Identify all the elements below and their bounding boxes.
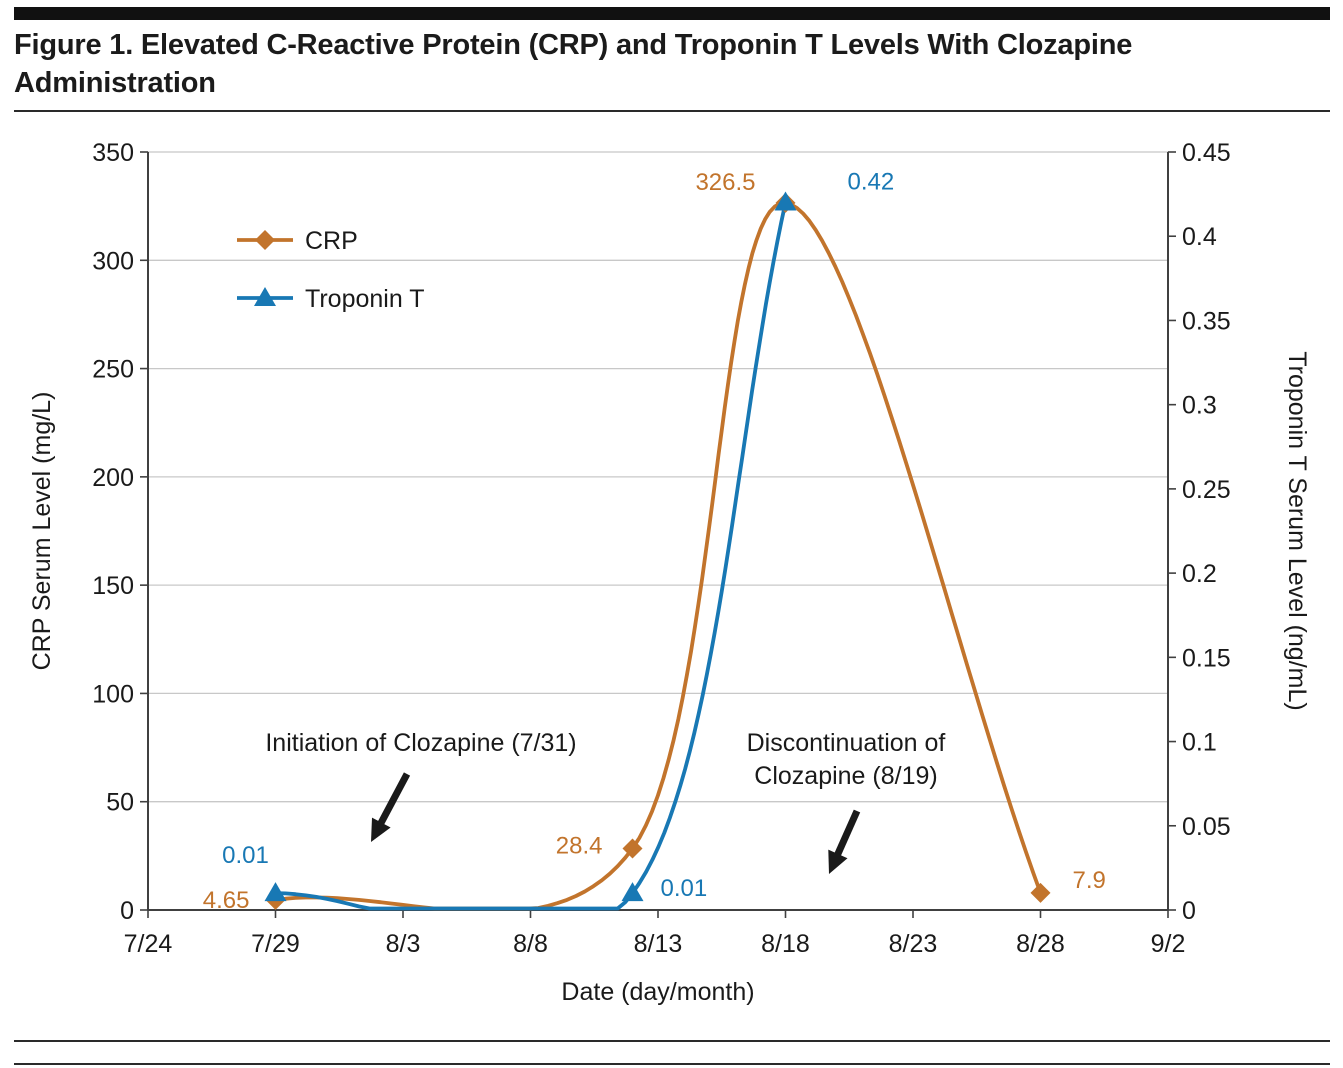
figure-title: Figure 1. Elevated C-Reactive Protein (C… [14, 29, 1133, 100]
legend-label: Troponin T [305, 285, 425, 313]
crp-marker [1030, 882, 1051, 903]
y-right-tick-label: 0.4 [1182, 223, 1217, 251]
y-left-tick-label: 0 [120, 897, 134, 925]
troponin-t-data-label: 0.01 [661, 875, 708, 902]
crp-troponin-chart: 0 50 100 150 200 250 300 350 0 0.05 0.1 0.15 0.2 0.25… [28, 139, 1311, 1006]
troponin-t-marker [264, 882, 287, 902]
x-tick-label: 7/29 [251, 930, 300, 958]
crp-data-label: 7.9 [1073, 867, 1106, 894]
y-left-tick-label: 250 [92, 356, 134, 384]
annotation-text: Clozapine (8/19) [754, 762, 937, 790]
y-right-tick-label: 0.3 [1182, 392, 1217, 420]
y-right-axis-title: Troponin T Serum Level (ng/mL) [1283, 351, 1311, 710]
annotation-text: Initiation of Clozapine (7/31) [265, 729, 576, 757]
y-left-tick-label: 300 [92, 247, 134, 275]
bottom-rule [14, 1040, 1330, 1042]
y-right-tick-label: 0 [1182, 897, 1196, 925]
annotation-arrowhead-icon [828, 849, 848, 874]
y-left-axis-title: CRP Serum Level (mg/L) [28, 392, 56, 671]
x-tick-label: 8/28 [1016, 930, 1065, 958]
troponin-t-data-label: 0.01 [222, 842, 269, 869]
legend-label: CRP [305, 227, 358, 255]
y-left-tick-label: 200 [92, 464, 134, 492]
crp-data-label: 4.65 [203, 887, 250, 914]
x-tick-label: 8/8 [513, 930, 548, 958]
troponin-t-legend-marker [254, 287, 276, 306]
crp-data-label: 28.4 [556, 833, 603, 860]
annotation-arrowhead-icon [371, 817, 391, 842]
legend-entry-crp: CRP [237, 227, 358, 255]
title-rule [14, 110, 1330, 112]
x-tick-label: 8/13 [634, 930, 683, 958]
troponin-t-marker [774, 191, 797, 211]
crp-legend-marker [255, 230, 275, 250]
legend-entry-troponin-t: Troponin T [237, 285, 425, 313]
y-right-tick-label: 0.2 [1182, 560, 1217, 588]
y-left-tick-label: 350 [92, 139, 134, 167]
top-rule-bar [14, 7, 1330, 20]
y-left-tick-label: 50 [106, 789, 134, 817]
x-tick-label: 8/23 [889, 930, 938, 958]
annotation-text: Discontinuation of [747, 729, 946, 757]
crp-data-label: 326.5 [695, 169, 755, 196]
x-tick-label: 9/2 [1151, 930, 1186, 958]
troponin-t-marker [621, 882, 644, 902]
y-right-tick-label: 0.05 [1182, 813, 1231, 841]
y-right-tick-label: 0.45 [1182, 139, 1231, 167]
y-left-tick-label: 150 [92, 572, 134, 600]
x-axis-title: Date (day/month) [561, 978, 754, 1006]
y-right-tick-label: 0.25 [1182, 476, 1231, 504]
y-right-tick-label: 0.1 [1182, 729, 1217, 757]
troponin-t-data-label: 0.42 [848, 169, 895, 196]
y-right-tick-label: 0.35 [1182, 307, 1231, 335]
y-left-tick-label: 100 [92, 680, 134, 708]
y-right-tick-label: 0.15 [1182, 644, 1231, 672]
annotation-arrow-shaft [834, 809, 861, 857]
x-tick-label: 8/18 [761, 930, 810, 958]
annotation-arrow-shaft [377, 772, 411, 826]
bottom-rule [14, 1063, 1330, 1065]
x-tick-label: 7/24 [124, 930, 173, 958]
crp-marker [622, 838, 643, 859]
x-tick-label: 8/3 [386, 930, 421, 958]
